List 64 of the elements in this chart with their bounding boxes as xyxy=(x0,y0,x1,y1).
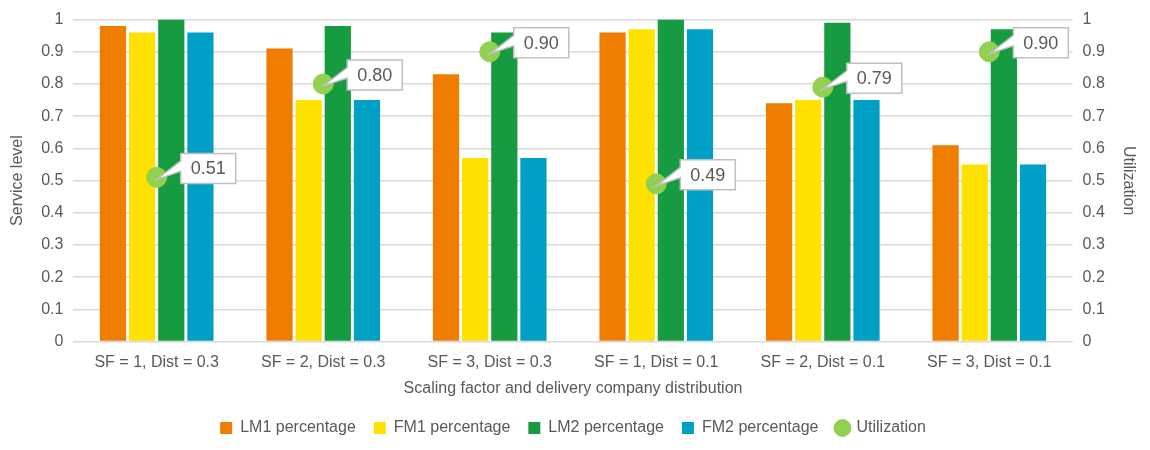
bar xyxy=(295,100,322,341)
data-label: 0.90 xyxy=(1023,32,1059,53)
y2-tick-label: 0.9 xyxy=(1082,42,1105,60)
x-tick-label: SF = 1, Dist = 0.3 xyxy=(94,352,220,370)
bar xyxy=(657,19,684,341)
bar xyxy=(961,164,988,341)
x-axis-title: Scaling factor and delivery company distribution xyxy=(403,378,743,396)
bar xyxy=(932,145,959,341)
bar xyxy=(990,29,1017,341)
bar xyxy=(99,26,127,341)
y-tick-label: 1 xyxy=(54,10,64,28)
y-tick-label: 0.6 xyxy=(41,138,64,156)
y2-tick-label: 0.2 xyxy=(1082,267,1105,285)
y2-tick-label: 0.6 xyxy=(1082,138,1105,156)
y2-tick-label: 0 xyxy=(1082,332,1092,350)
y2-tick-label: 0.8 xyxy=(1082,74,1105,92)
bar xyxy=(432,74,460,341)
y-axis-title: Service level xyxy=(8,135,26,226)
y-tick-label: 0.1 xyxy=(41,299,64,317)
y2-tick-label: 0.3 xyxy=(1082,235,1105,253)
x-tick-label: SF = 3, Dist = 0.3 xyxy=(427,352,553,370)
y2-tick-label: 0.4 xyxy=(1082,203,1105,221)
y2-tick-label: 0.5 xyxy=(1082,171,1105,189)
data-label: 0.51 xyxy=(190,158,226,179)
legend-label: FM1 percentage xyxy=(393,418,511,436)
x-tick-label: SF = 3, Dist = 0.1 xyxy=(927,352,1052,370)
data-label: 0.79 xyxy=(856,68,892,89)
x-tick-label: SF = 1, Dist = 0.1 xyxy=(594,352,719,370)
bar xyxy=(1019,164,1047,341)
legend-label: FM2 percentage xyxy=(701,418,819,436)
bar xyxy=(129,32,156,341)
x-tick-label: SF = 2, Dist = 0.1 xyxy=(760,352,886,370)
bar xyxy=(853,100,880,341)
data-label: 0.49 xyxy=(690,164,726,185)
bar xyxy=(324,26,351,341)
bar xyxy=(353,100,381,341)
bar xyxy=(266,48,293,341)
y-tick-label: 0.8 xyxy=(41,74,64,92)
bar xyxy=(824,22,851,341)
y2-tick-label: 0.1 xyxy=(1082,299,1105,317)
bar xyxy=(795,100,822,341)
bar xyxy=(628,29,655,341)
bar xyxy=(599,32,626,341)
y-tick-label: 0.3 xyxy=(41,235,64,253)
y-tick-label: 0.7 xyxy=(41,106,64,124)
bar xyxy=(765,103,793,341)
y2-tick-label: 1 xyxy=(1082,10,1092,28)
y-tick-label: 0.5 xyxy=(41,171,64,189)
y2-tick-label: 0.7 xyxy=(1082,106,1105,124)
y-tick-label: 0.9 xyxy=(41,42,64,60)
bar xyxy=(158,19,185,341)
y-tick-label: 0 xyxy=(54,332,64,350)
legend-label: LM2 percentage xyxy=(548,418,665,436)
x-tick-label: SF = 2, Dist = 0.3 xyxy=(260,352,386,370)
bar xyxy=(491,32,518,341)
data-label: 0.80 xyxy=(357,64,393,85)
legend-label: Utilization xyxy=(856,418,926,436)
y-tick-label: 0.4 xyxy=(41,203,64,221)
y2-axis-title: Utilization xyxy=(1120,145,1138,216)
y-tick-label: 0.2 xyxy=(41,267,64,285)
bar xyxy=(520,158,547,341)
data-label: 0.90 xyxy=(523,32,559,53)
bar xyxy=(462,158,489,341)
legend-label: LM1 percentage xyxy=(240,418,356,436)
